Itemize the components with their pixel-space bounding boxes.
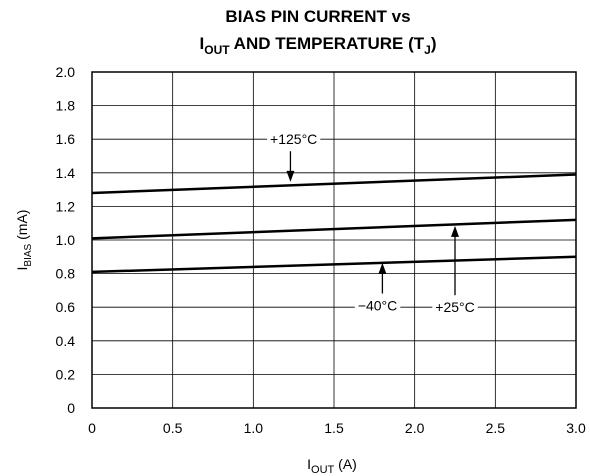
x-tick-label: 2.0 bbox=[405, 420, 425, 436]
y-tick-label: 1.2 bbox=[56, 198, 76, 214]
y-tick-label: 0.6 bbox=[56, 299, 76, 315]
y-tick-label: 1.4 bbox=[56, 165, 76, 181]
y-tick-label: 1.6 bbox=[56, 131, 76, 147]
grid-lines bbox=[91, 71, 577, 409]
x-tick-label: 0.5 bbox=[163, 420, 183, 436]
y-tick-label: 1.8 bbox=[56, 98, 76, 114]
x-tick-labels: 0 0.5 1.0 1.5 2.0 2.5 3.0 bbox=[88, 420, 586, 436]
annotations: +125°C −40°C +25°C bbox=[267, 129, 478, 318]
series-line bbox=[91, 218, 577, 240]
x-tick-label: 2.5 bbox=[486, 420, 506, 436]
y-axis-label: IBIAS (mA) bbox=[14, 210, 34, 271]
y-tick-label: 1.0 bbox=[56, 232, 76, 248]
series-annotation-label: +25°C bbox=[435, 299, 474, 315]
y-tick-label: 2.0 bbox=[56, 64, 76, 80]
x-tick-label: 3.0 bbox=[566, 420, 586, 436]
annotation-arrow-head bbox=[451, 225, 459, 237]
series-line bbox=[91, 173, 577, 195]
y-tick-labels: 0 0.2 0.4 0.6 0.8 1.0 1.2 1.4 1.6 1.8 2.0 bbox=[56, 64, 76, 416]
annotation-label-bg bbox=[267, 129, 321, 150]
x-tick-label: 1.5 bbox=[324, 420, 344, 436]
x-tick-label: 0 bbox=[88, 420, 96, 436]
y-tick-label: 0.2 bbox=[56, 366, 76, 382]
series-line bbox=[91, 255, 577, 274]
y-tick-label: 0.4 bbox=[56, 333, 76, 349]
y-tick-label: 0 bbox=[67, 400, 75, 416]
x-axis-label: IOUT (A) bbox=[307, 456, 357, 476]
plot-frame bbox=[91, 71, 577, 409]
chart-title-line2: IOUT AND TEMPERATURE (TJ) bbox=[200, 34, 437, 57]
series-annotation-label: +125°C bbox=[270, 131, 317, 147]
annotation-arrow-head bbox=[378, 262, 387, 274]
annotation-arrow-head bbox=[286, 170, 295, 182]
x-tick-label: 1.0 bbox=[244, 420, 264, 436]
series-annotation-label: −40°C bbox=[358, 298, 397, 314]
annotation-label-bg bbox=[354, 295, 401, 316]
series-layer bbox=[91, 173, 577, 274]
y-tick-label: 0.8 bbox=[56, 266, 76, 282]
chart-title-line1: BIAS PIN CURRENT vs bbox=[225, 7, 410, 26]
annotation-label-bg bbox=[432, 297, 478, 318]
